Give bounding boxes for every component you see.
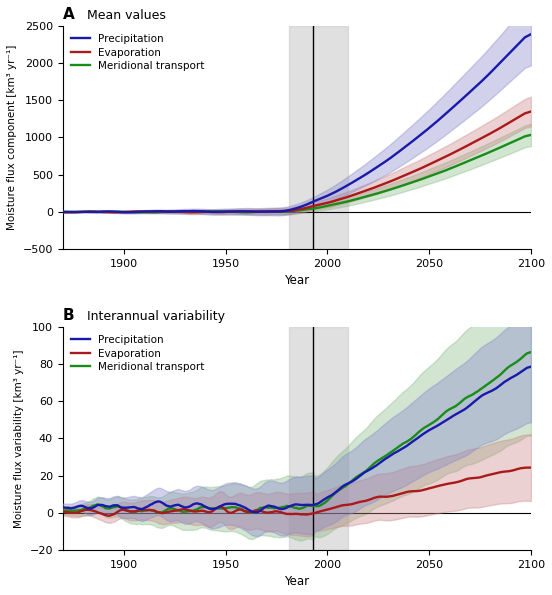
- X-axis label: Year: Year: [284, 274, 309, 287]
- X-axis label: Year: Year: [284, 575, 309, 588]
- Text: Interannual variability: Interannual variability: [79, 309, 225, 322]
- Bar: [289, 327, 348, 550]
- Text: B: B: [62, 308, 74, 322]
- Text: A: A: [62, 7, 75, 21]
- Bar: [289, 26, 348, 249]
- Text: Mean values: Mean values: [79, 9, 166, 21]
- Legend: Precipitation, Evaporation, Meridional transport: Precipitation, Evaporation, Meridional t…: [68, 32, 208, 74]
- Legend: Precipitation, Evaporation, Meridional transport: Precipitation, Evaporation, Meridional t…: [68, 332, 208, 375]
- Y-axis label: Moisture flux variability [km³ yr⁻¹]: Moisture flux variability [km³ yr⁻¹]: [14, 349, 24, 528]
- Y-axis label: Moisture flux component [km³ yr⁻¹]: Moisture flux component [km³ yr⁻¹]: [7, 45, 17, 230]
